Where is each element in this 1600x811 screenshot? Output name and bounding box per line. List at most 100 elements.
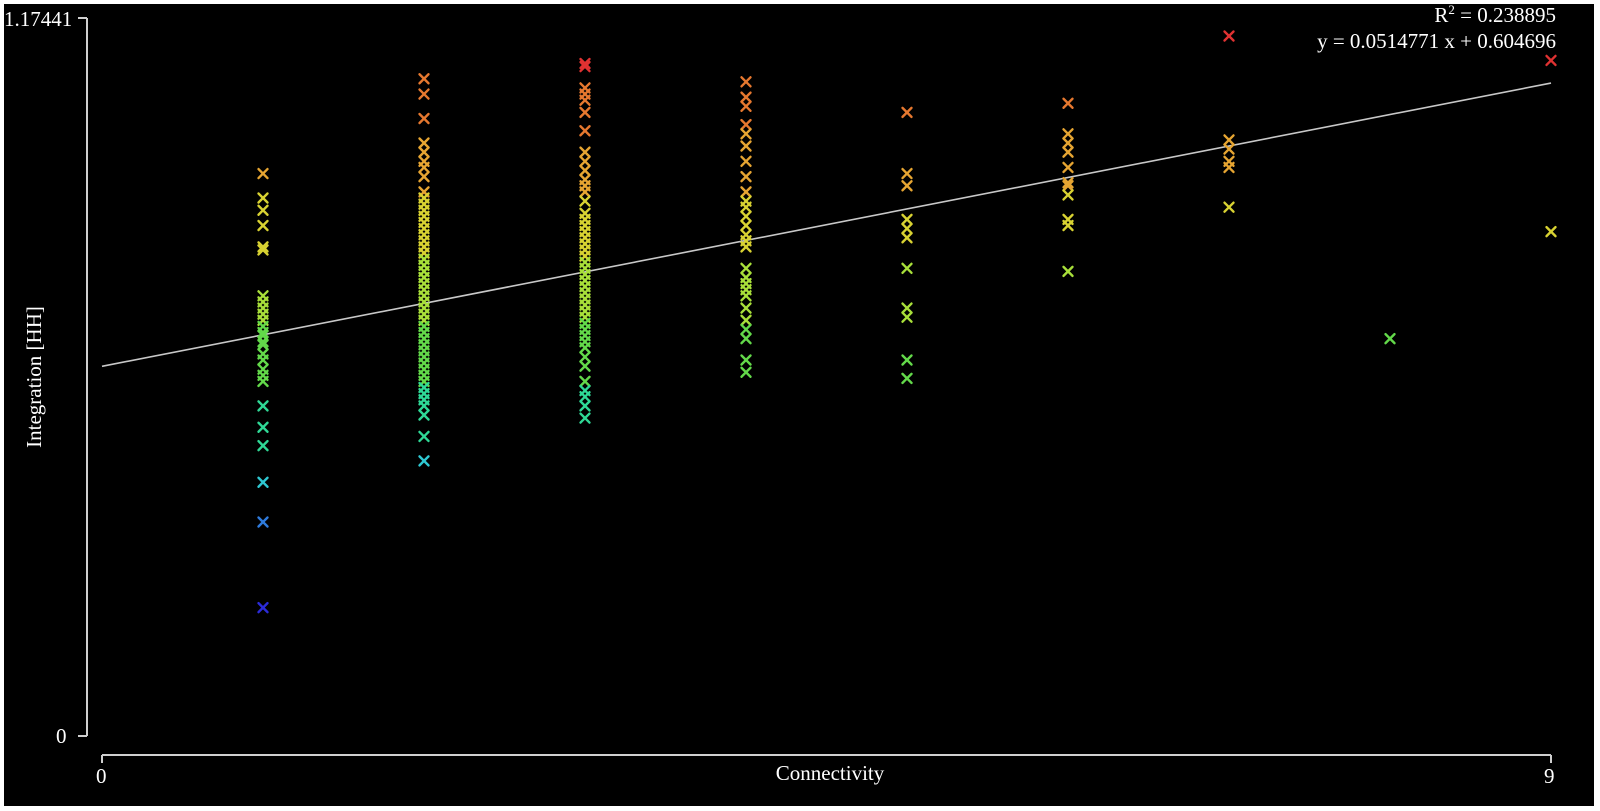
data-point [1062,146,1074,158]
data-point [740,100,752,112]
data-point [740,241,752,253]
data-point [740,290,752,302]
data-point [1223,161,1235,174]
data-point [257,601,269,614]
data-point [901,106,913,119]
data-point [579,146,591,158]
data-point [579,94,591,106]
data-point [740,354,752,366]
data-point [579,195,591,207]
r-squared-label: R2 = 0.238895 [1434,2,1556,27]
data-point [257,335,269,348]
data-point [418,170,430,183]
data-point [901,354,913,366]
data-point [579,390,591,403]
data-point [1223,143,1235,155]
data-point [740,302,752,314]
data-point [257,476,269,488]
data-point [901,213,913,226]
data-point [901,180,913,192]
data-point [257,354,269,366]
data-point [1223,30,1235,42]
data-point [257,326,269,339]
data-point [579,412,591,424]
data-point [740,210,752,223]
y-tick-label-max: 1.17441 [4,7,72,31]
data-point [579,400,591,412]
data-point [740,76,752,88]
regression-line [101,82,1552,368]
data-point [740,186,752,198]
data-point [740,219,752,232]
data-point [1223,134,1235,146]
data-point [257,167,269,180]
data-point [257,516,269,528]
data-point [257,192,269,204]
data-point [257,421,269,433]
data-point [257,400,269,412]
data-point [740,332,752,345]
data-point [579,351,591,363]
x-axis-title: Connectivity [776,761,885,785]
data-point [418,146,430,158]
data-point [418,400,430,412]
data-point [1062,189,1074,201]
data-points [257,30,1557,614]
data-point [257,204,269,216]
data-point [579,164,591,177]
data-point [418,409,430,421]
data-point [418,430,430,443]
y-axis-title: Integration [HH] [22,306,46,448]
data-point [1062,137,1074,149]
data-point [901,302,913,314]
data-point [740,201,752,213]
data-point [740,128,752,140]
data-point [579,342,591,354]
data-point [579,57,591,70]
x-tick-label-min: 0 [96,764,107,788]
data-point [740,314,752,326]
data-point [257,375,269,388]
r-squared-superscript: 2 [1448,2,1455,17]
data-point [1062,219,1074,232]
x-tick-label-max: 9 [1544,764,1555,788]
data-point [257,241,269,253]
plot-background [4,4,1594,806]
data-point [901,222,913,235]
data-point [1545,54,1557,67]
data-point [579,106,591,119]
data-point [901,167,913,180]
data-point [579,186,591,198]
data-point [740,366,752,378]
data-point [418,455,430,467]
data-point [1545,225,1557,238]
data-point [740,140,752,152]
data-point [901,372,913,385]
data-point [579,125,591,137]
data-point [257,244,269,256]
data-point [257,339,269,351]
data-point [1223,201,1235,213]
data-point [901,232,913,244]
r-squared-symbol: R [1434,3,1448,27]
data-point [740,262,752,275]
data-point [257,219,269,232]
data-point [1062,177,1074,189]
data-point [1062,97,1074,109]
data-point [579,375,591,388]
regression-equation: y = 0.0514771 x + 0.604696 [1317,29,1556,53]
data-point [1062,265,1074,278]
data-point [579,155,591,168]
data-point [418,88,430,100]
data-point [740,91,752,103]
data-point [579,60,591,73]
data-point [1062,180,1074,192]
data-point [579,360,591,372]
data-point [418,137,430,149]
data-point [901,262,913,275]
data-point [418,112,430,125]
data-point [257,439,269,452]
data-point [1062,161,1074,174]
